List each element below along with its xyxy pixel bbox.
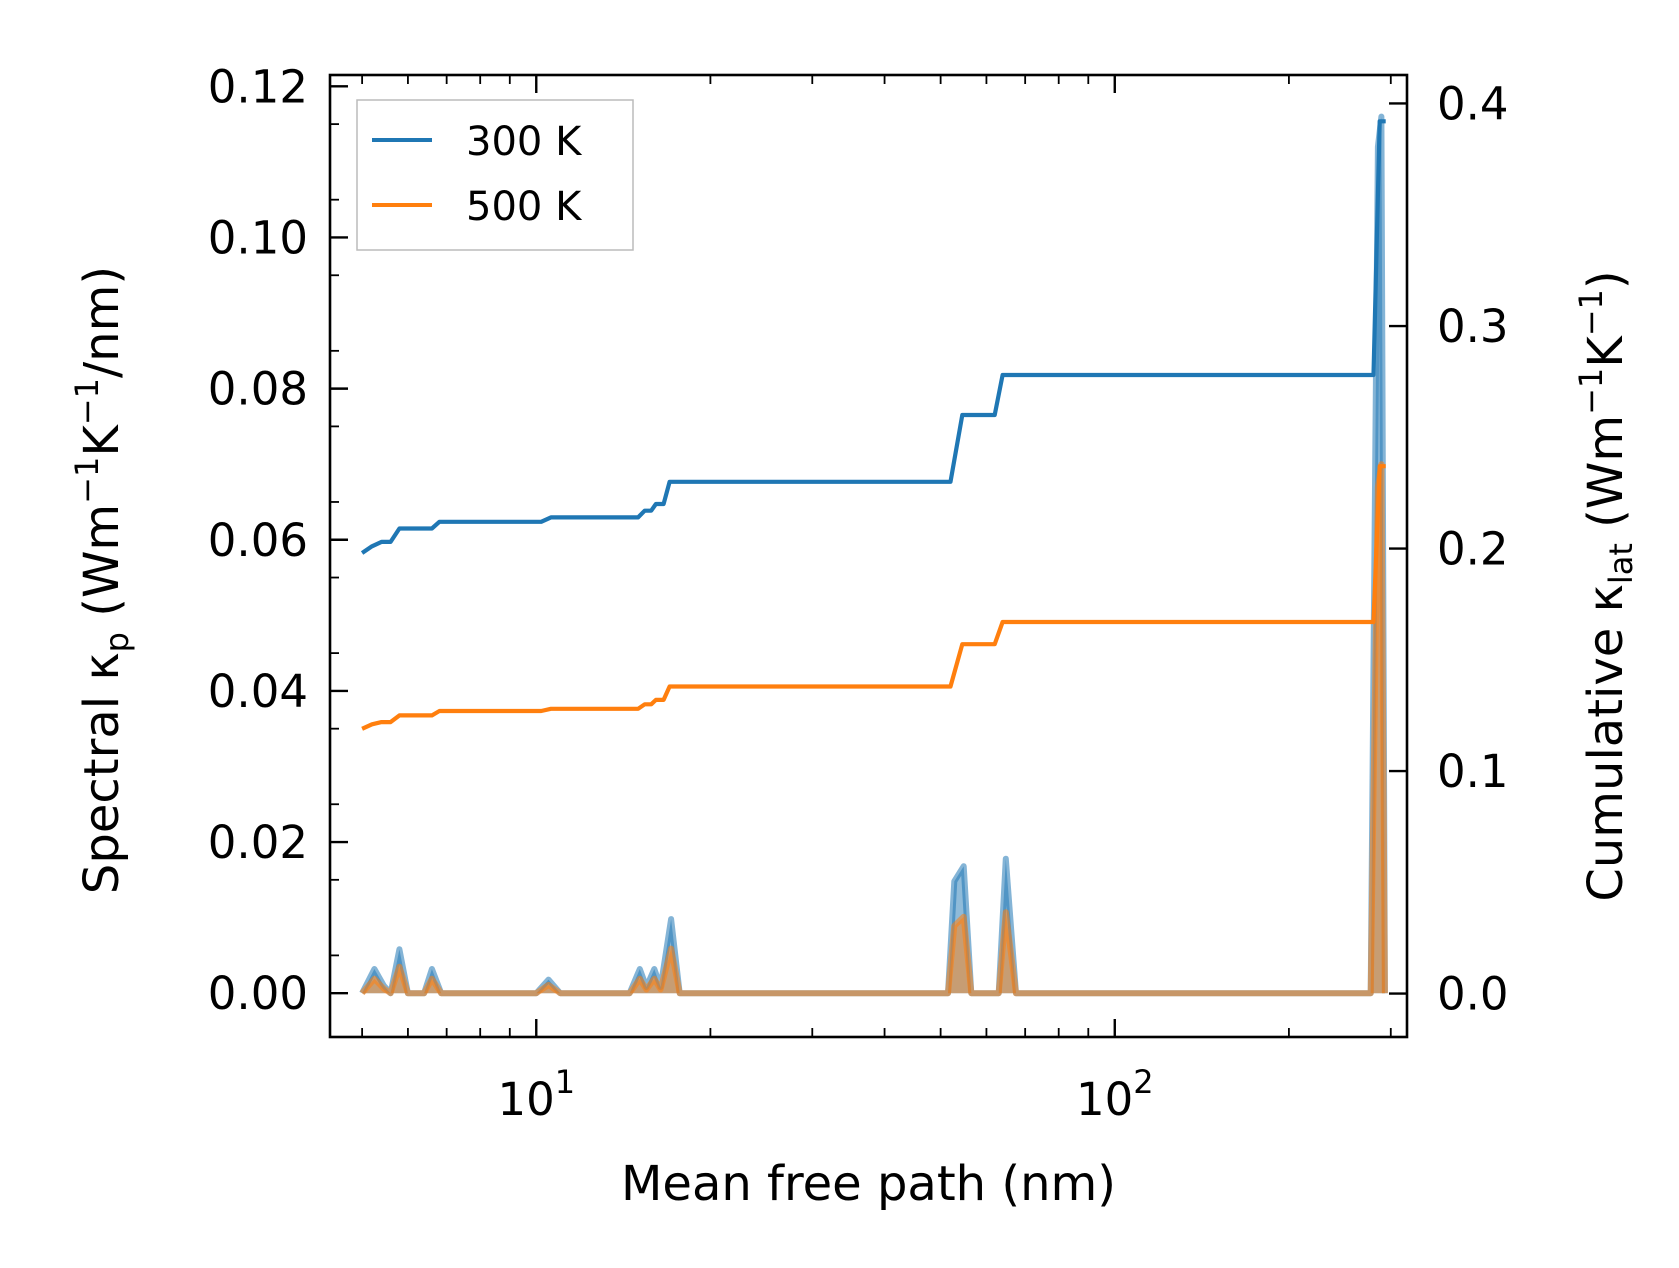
- left-tick-label: 0.06: [208, 514, 308, 567]
- right-label-main: Cumulative κ: [1578, 584, 1634, 902]
- right-tick-label: 0.4: [1437, 77, 1509, 130]
- right-tick-label: 0.1: [1437, 745, 1509, 798]
- axis-labels: Mean free path (nm) Spectral κp (Wm−1K−1…: [68, 266, 1640, 1212]
- left-label-sup-2: −1: [68, 378, 106, 425]
- right-label-unit-1: (Wm: [1578, 415, 1634, 543]
- right-label-sup-2: −1: [1572, 289, 1610, 336]
- cumulative-line-1: [361, 464, 1386, 731]
- left-tick-label: 0.08: [208, 363, 308, 416]
- legend-label-300k: 300 K: [466, 119, 583, 165]
- left-tick-label: 0.04: [208, 665, 308, 718]
- left-tick-label: 0.10: [208, 211, 308, 264]
- left-tick-label: 0.12: [208, 60, 308, 113]
- left-label-subscript: p: [98, 632, 136, 652]
- x-axis-label: Mean free path (nm): [621, 1156, 1116, 1212]
- axis-ticks: 0.00 0.02 0.04 0.06 0.08 0.10 0.12 0.0 0.1 0.2 0.3…: [208, 60, 1509, 1126]
- legend-label-500k: 500 K: [466, 184, 583, 230]
- spectral-line-1: [359, 461, 1388, 997]
- x-tick-label: 102: [1076, 1063, 1154, 1126]
- left-label-unit-2: K: [74, 424, 130, 457]
- legend: 300 K 500 K: [356, 99, 634, 251]
- right-label-subscript: lat: [1602, 543, 1640, 584]
- left-y-axis-label: Spectral κp (Wm−1K−1/nm): [68, 266, 136, 894]
- plot-area: [359, 113, 1388, 997]
- right-tick-label: 0.2: [1437, 523, 1509, 576]
- right-label-unit-3: ): [1578, 270, 1634, 289]
- left-label-unit-1: (Wm: [74, 504, 130, 632]
- right-tick-label: 0.0: [1437, 968, 1509, 1021]
- right-label-sup-1: −1: [1572, 368, 1610, 415]
- left-tick-label: 0.02: [208, 816, 308, 869]
- left-label-main: Spectral κ: [74, 652, 130, 894]
- plot-frame: [328, 73, 1409, 1039]
- right-label-unit-2: K: [1578, 335, 1634, 368]
- left-label-sup-1: −1: [68, 457, 106, 504]
- right-y-axis-label: Cumulative κlat (Wm−1K−1): [1572, 270, 1640, 901]
- left-tick-label: 0.00: [208, 967, 308, 1020]
- left-label-unit-3: /nm): [74, 266, 130, 378]
- right-tick-label: 0.3: [1437, 300, 1509, 353]
- cumulative-line-0: [360, 119, 1386, 555]
- x-tick-label: 101: [497, 1063, 575, 1126]
- legend-box: [356, 99, 634, 251]
